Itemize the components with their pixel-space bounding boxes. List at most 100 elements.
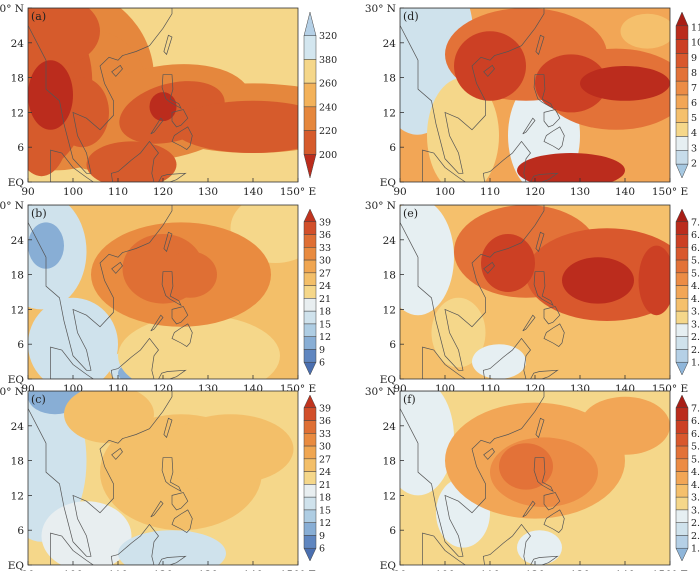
coastline-visayas	[543, 306, 561, 325]
coastline-palawan	[522, 117, 536, 135]
contour-region	[431, 297, 486, 368]
coastline-visayas	[171, 109, 189, 128]
contour-region	[28, 60, 73, 130]
colorbar-label: 9	[319, 531, 325, 542]
colorbar-cell	[675, 67, 689, 82]
y-tick-label: 12	[11, 490, 24, 502]
contour-region	[481, 234, 535, 292]
y-tick-label: EQ	[380, 177, 397, 189]
x-tick-label: 120	[153, 186, 173, 198]
colorbar-label: 380	[319, 55, 337, 66]
colorbar-cell	[303, 259, 317, 274]
colorbar-label: 2.0	[691, 531, 700, 542]
colorbar-cell	[303, 522, 317, 536]
colorbar-label: 3.0	[691, 505, 700, 516]
coastline-sulawesi	[530, 369, 559, 379]
colorbar-cell	[675, 122, 689, 137]
contour-region	[118, 315, 280, 379]
coastline-luzon	[161, 74, 182, 110]
colorbar-cell	[675, 509, 689, 523]
coastline-sumatra	[422, 532, 466, 565]
y-tick-label: 24	[11, 421, 25, 433]
coastline-taiwan	[535, 231, 545, 253]
coastline-palawan	[522, 500, 536, 518]
contour-region	[620, 13, 670, 49]
colorbar-cell	[303, 433, 317, 447]
map-panel: 90 100 110 120 130 140 150° E30° N2418126EQ(e)…	[365, 200, 700, 395]
colorbar-label: 2.5	[691, 332, 700, 343]
contour-region	[41, 501, 132, 565]
y-tick-label: 12	[11, 107, 24, 119]
coastline-mindanao	[543, 126, 565, 150]
colorbar-cell	[675, 471, 689, 485]
coastline-borneo	[110, 337, 159, 379]
panel-label: (c)	[31, 393, 46, 406]
colorbar-label: 9	[691, 53, 697, 64]
coastline-taiwan	[163, 34, 173, 56]
coastline-hainan	[483, 447, 495, 460]
colorbar-cell	[303, 484, 317, 498]
colorbar-label: 8	[691, 68, 697, 79]
x-tick-label: 90	[21, 186, 34, 198]
colorbar-cell	[675, 433, 689, 447]
colorbar-cell	[303, 496, 317, 511]
coastline-indochina	[400, 205, 545, 371]
coastline-palawan	[150, 500, 164, 518]
colorbar-cell	[675, 349, 689, 363]
coastline-mindanao	[543, 509, 565, 533]
colorbar-cell	[303, 130, 317, 155]
contour-region	[580, 66, 670, 101]
x-tick-label: 140	[243, 186, 263, 198]
colorbar-cell	[303, 35, 317, 60]
colorbar-label: 33	[319, 429, 331, 440]
coastline-sumatra	[50, 532, 94, 565]
y-tick-label: 24	[11, 235, 25, 247]
colorbar-label: 11	[691, 23, 700, 34]
x-tick-label: 130	[198, 569, 218, 571]
colorbar-cell	[675, 80, 689, 96]
y-tick-label: EQ	[380, 560, 397, 571]
y-tick-label: 6	[17, 339, 24, 351]
colorbar-cell	[675, 150, 689, 165]
coastline-luzon	[533, 457, 554, 493]
x-tick-label: 120	[153, 569, 173, 571]
colorbar-label: 5	[691, 113, 697, 124]
y-tick-label: 6	[389, 339, 396, 351]
colorbar-cell	[675, 298, 689, 312]
colorbar-label: 30	[319, 442, 331, 453]
colorbar-cell	[303, 509, 317, 523]
colorbar-cell	[303, 106, 317, 131]
contour-region	[580, 396, 670, 455]
colorbar-label: 6.0	[691, 243, 700, 254]
colorbar-label: 260	[319, 79, 337, 90]
colorbar-cell	[303, 458, 317, 472]
coastline-borneo	[482, 337, 531, 379]
colorbar-label: 2	[691, 158, 697, 169]
y-tick-label: 12	[383, 304, 396, 316]
colorbar-label: 3.0	[691, 319, 700, 330]
contour-region	[167, 414, 294, 484]
contour-region	[118, 530, 226, 565]
y-tick-label: 6	[17, 525, 24, 537]
colorbar-cell	[303, 471, 317, 485]
colorbar-label: 6.5	[691, 416, 700, 427]
coastline-hainan	[483, 64, 495, 77]
coastline-visayas	[171, 492, 189, 511]
colorbar-cell	[675, 94, 689, 110]
y-tick-label: 24	[11, 38, 25, 50]
colorbar-cell	[675, 394, 689, 409]
colorbar-label: 3.5	[691, 493, 700, 504]
coastline-hainan	[111, 261, 123, 274]
y-tick-label: 30° N	[365, 3, 396, 15]
coastline-borneo	[482, 140, 531, 182]
colorbar-cell	[675, 484, 689, 498]
colorbar-cell	[675, 136, 689, 151]
colorbar-cell	[675, 108, 689, 123]
colorbar-cell	[675, 310, 689, 325]
y-tick-label: 30° N	[365, 386, 396, 398]
coastline-indochina	[28, 391, 173, 557]
coastline-mindanao	[171, 509, 193, 533]
colorbar-label: 10	[691, 38, 700, 49]
colorbar-cell	[303, 285, 317, 299]
contour-region	[517, 153, 625, 182]
